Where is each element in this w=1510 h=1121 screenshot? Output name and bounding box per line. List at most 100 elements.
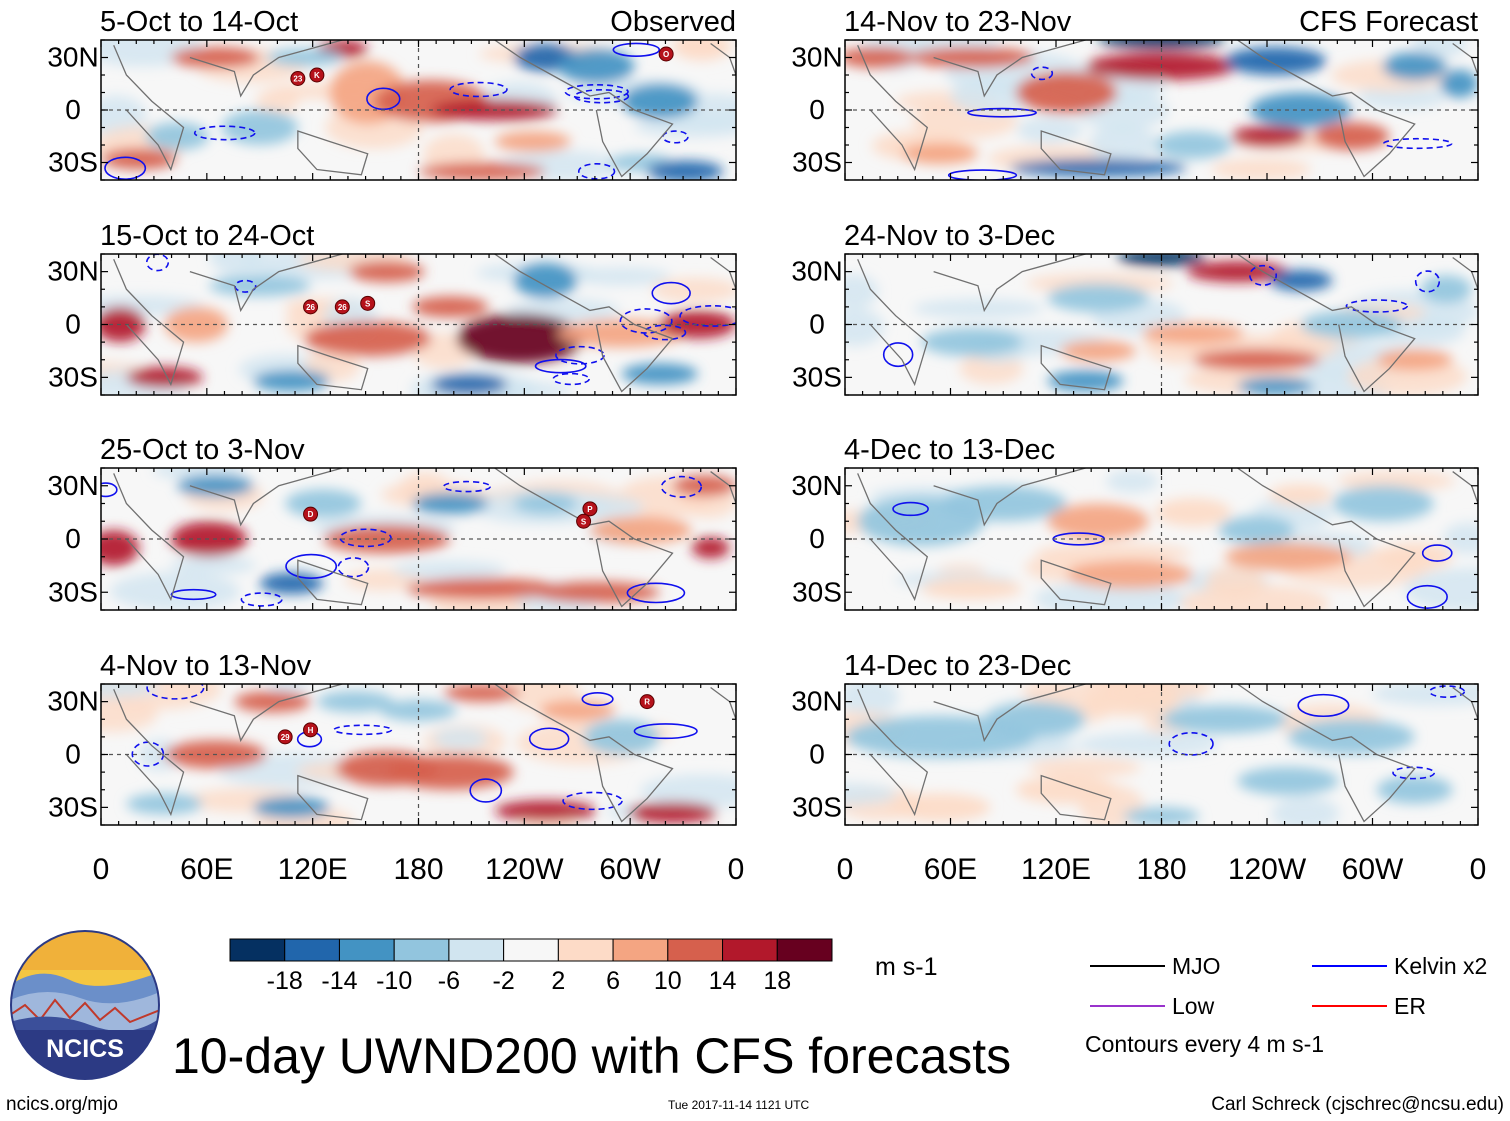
coastline	[857, 689, 929, 817]
y-tick-label: 0	[809, 94, 825, 125]
anomaly-blob	[285, 489, 362, 518]
storm-marker: 29	[277, 729, 293, 745]
coastline	[857, 44, 929, 172]
y-tick-label: 0	[65, 739, 81, 770]
colorbar-swatch	[667, 938, 724, 962]
anomaly-blob	[1155, 498, 1232, 527]
colorbar-swatch	[612, 938, 669, 962]
anomaly-blob	[1237, 766, 1339, 796]
kelvin-contour	[534, 358, 587, 374]
anomaly-blob	[672, 475, 736, 497]
kelvin-contour	[1421, 544, 1453, 562]
anomaly-blob	[1123, 807, 1200, 825]
anomaly-blob	[1015, 71, 1118, 114]
kelvin-contour	[564, 83, 629, 100]
anomaly-blob	[845, 47, 915, 68]
anomaly-blob	[589, 515, 692, 545]
anomaly-blob	[253, 370, 330, 392]
colorbar-tick-label: -2	[493, 967, 515, 995]
figure-title: 10-day UWND200 with CFS forecasts	[172, 1028, 1011, 1084]
colorbar-unit: m s-1	[875, 953, 938, 981]
x-tick-label: 0	[728, 853, 745, 886]
y-tick-label: 0	[809, 309, 825, 340]
kelvin-contour	[193, 125, 256, 141]
panel-ticks	[844, 39, 1479, 181]
storm-marker: S	[576, 513, 592, 529]
colorbar-swatch	[284, 938, 340, 962]
anomaly-blob	[304, 320, 432, 357]
kelvin-contour	[679, 304, 736, 327]
storm-label: P	[587, 505, 593, 514]
anomaly-blob	[1088, 124, 1158, 162]
anomaly-blob	[640, 774, 736, 809]
anomaly-blob	[208, 275, 311, 297]
map-panel: 30N 0 30S 4-Dec to 13-Dec	[791, 434, 1479, 611]
anomaly-blob	[1269, 269, 1333, 292]
panel-title: 14-Dec to 23-Dec	[844, 650, 1071, 682]
colorbar-tick-label: 10	[654, 967, 682, 995]
storm-marker: H	[303, 722, 319, 738]
anomaly-blob	[920, 578, 1023, 600]
storm-label: H	[308, 726, 314, 735]
panel-title: 4-Nov to 13-Nov	[100, 650, 312, 682]
anomaly-blob	[256, 87, 300, 115]
y-tick-label: 30N	[791, 42, 842, 73]
y-tick-label: 30S	[48, 361, 98, 392]
kelvin-contour	[442, 480, 492, 493]
storm-label: 23	[293, 75, 302, 84]
x-tick-label: 180	[1136, 853, 1186, 886]
y-tick-label: 30N	[47, 686, 98, 717]
anomaly-blob	[1047, 283, 1149, 313]
anomaly-blob	[513, 492, 578, 515]
anomaly-blob	[621, 363, 698, 385]
anomaly-blob	[316, 691, 394, 713]
anomaly-blob	[1376, 349, 1453, 371]
colorbar-swatch	[338, 938, 395, 962]
anomaly-blob	[1440, 69, 1478, 98]
y-tick-label: 30S	[48, 791, 98, 822]
storm-marker: O	[658, 46, 674, 62]
y-tick-label: 30N	[791, 256, 842, 287]
legend: MJO Kelvin x2 Low ER	[1090, 953, 1487, 1019]
anomaly-blob	[558, 48, 635, 84]
anomaly-blob	[494, 800, 597, 822]
coastline	[297, 130, 369, 176]
kelvin-contour	[643, 324, 687, 341]
y-tick-label: 30N	[791, 686, 842, 717]
x-tick-label: 0	[837, 853, 854, 886]
colorbar-swatch	[776, 938, 833, 962]
anomaly-blob	[1332, 485, 1434, 522]
ncics-logo: NCICS	[10, 930, 160, 1080]
colorbar-tick-label: -18	[267, 967, 303, 995]
anomaly-blob	[164, 306, 228, 343]
kelvin-contour	[469, 778, 503, 803]
y-tick-label: 0	[65, 523, 81, 554]
storm-marker: K	[309, 67, 325, 83]
map-panel: 23 K O 30N 0 30S 5-Oct to 14-Oct	[47, 6, 737, 181]
anomaly-blob	[234, 691, 311, 713]
coastline	[933, 468, 1086, 527]
storm-label: S	[581, 517, 587, 526]
anomaly-blob	[259, 572, 324, 595]
panel-ticks	[100, 683, 737, 826]
y-tick-label: 0	[809, 739, 825, 770]
kelvin-contour	[577, 162, 616, 180]
anomaly-blob	[1356, 85, 1446, 110]
panel-title: 14-Nov to 23-Nov	[844, 6, 1072, 38]
colorbar-tick-label: 18	[763, 967, 791, 995]
x-tick-label: 120E	[278, 853, 348, 886]
anomaly-blob	[1218, 515, 1295, 545]
coastline	[494, 468, 674, 608]
kelvin-contour	[170, 588, 217, 601]
anomaly-blob	[558, 319, 686, 348]
site-link[interactable]: ncics.org/mjo	[6, 1094, 118, 1115]
map-panel: 26 26 S 30N 0 30S 15-Oct to 24-Oct	[47, 220, 737, 396]
anomaly-blob	[1193, 349, 1320, 371]
anomaly-blob	[1035, 543, 1192, 563]
storm-label: 26	[338, 303, 347, 312]
coastline	[189, 468, 343, 527]
y-tick-label: 30N	[47, 470, 98, 501]
anomaly-blob	[101, 530, 140, 566]
anomaly-blob	[912, 298, 1044, 319]
